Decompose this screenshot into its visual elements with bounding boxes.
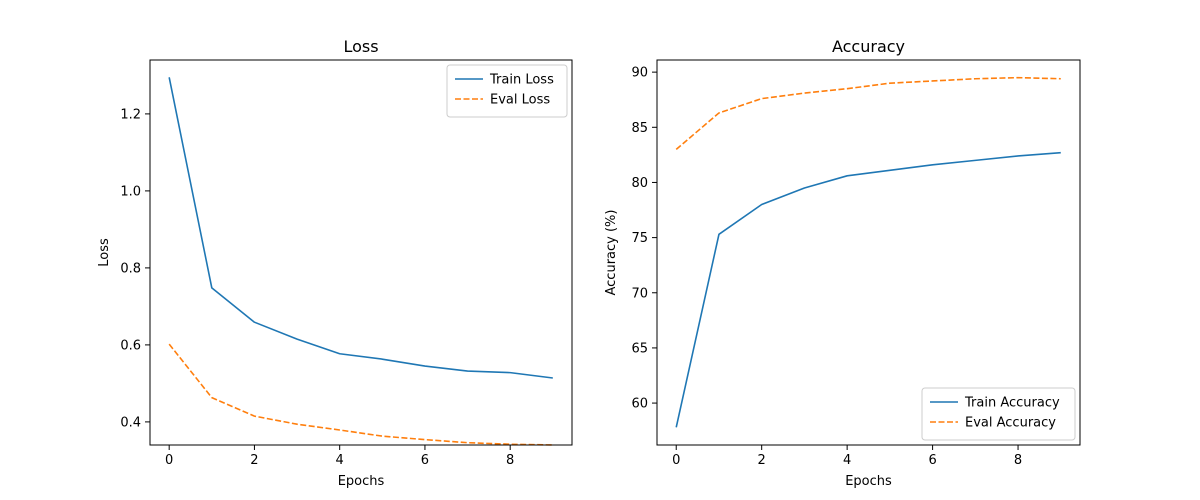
x-axis-label: Epochs (845, 474, 892, 489)
series-line-train-loss (168, 77, 553, 379)
y-axis-label: Loss (97, 238, 112, 267)
x-tick-label: 0 (165, 453, 173, 468)
y-tick-label: 0.4 (120, 415, 141, 430)
y-axis-label: Accuracy (%) (604, 210, 619, 296)
legend: Train Accuracy Eval Accuracy (921, 387, 1076, 441)
legend-label: Eval Accuracy (965, 416, 1056, 431)
legend-label: Train Accuracy (964, 396, 1060, 411)
x-tick-label: 8 (1014, 453, 1022, 468)
x-tick-label: 8 (506, 453, 514, 468)
y-tick-label: 65 (631, 341, 648, 356)
x-axis-label: Epochs (338, 474, 385, 489)
plot-frame (656, 59, 1081, 446)
y-tick-label: 70 (631, 286, 648, 301)
y-tick-label: 85 (631, 121, 648, 136)
y-tick-label: 80 (631, 176, 648, 191)
legend-label: Train Loss (489, 73, 554, 88)
y-tick-label: 1.0 (120, 184, 141, 199)
series-line-eval-loss (168, 343, 553, 446)
x-tick-label: 6 (928, 453, 936, 468)
y-tick-label: 75 (631, 231, 648, 246)
series-line-eval-accuracy (675, 76, 1061, 150)
chart-panel-0: Loss 0 2 4 6 8 0.4 0.6 0.8 1.0 1.2 Epochs Loss Train … (97, 37, 573, 489)
y-tick-label: 0.8 (120, 261, 141, 276)
chart-panel-1: Accuracy 0 2 4 6 8 60 65 70 75 80 85 90 Epochs Accurac… (604, 37, 1081, 489)
legend-box (446, 64, 568, 118)
y-tick-label: 0.6 (120, 338, 141, 353)
chart-title: Loss (343, 37, 378, 56)
x-tick-label: 6 (421, 453, 429, 468)
legend-label: Eval Loss (490, 93, 550, 108)
x-tick-label: 4 (843, 453, 851, 468)
x-tick-label: 2 (758, 453, 766, 468)
chart-title: Accuracy (832, 37, 905, 56)
x-tick-label: 2 (250, 453, 258, 468)
plot-frame (149, 59, 573, 446)
x-tick-label: 4 (336, 453, 344, 468)
legend-box (921, 387, 1076, 441)
y-tick-label: 60 (631, 397, 648, 412)
y-tick-label: 90 (631, 66, 648, 81)
series-line-train-accuracy (675, 151, 1061, 428)
x-tick-label: 0 (672, 453, 680, 468)
y-tick-label: 1.2 (120, 107, 141, 122)
legend: Train Loss Eval Loss (446, 64, 568, 118)
